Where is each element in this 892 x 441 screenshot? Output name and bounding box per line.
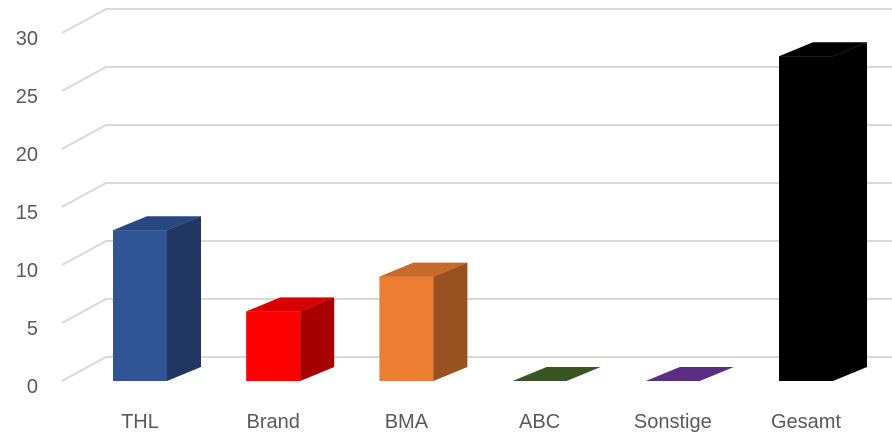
bar-front <box>379 276 434 381</box>
bar-thl <box>113 216 201 381</box>
bar-sonstige <box>645 367 734 381</box>
bar-front <box>113 230 167 381</box>
bar-side <box>433 262 468 381</box>
gridline <box>61 356 892 382</box>
bar-side <box>300 297 335 381</box>
y-tick-label: 10 <box>16 260 38 282</box>
bar-top <box>379 262 468 277</box>
bar-top <box>645 367 734 381</box>
bar-side <box>833 42 867 381</box>
gridline <box>61 8 892 34</box>
y-tick-label: 15 <box>16 202 38 224</box>
y-axis-ticks: 0 5 10 15 20 25 30 <box>16 28 38 398</box>
x-axis-categories: THL Brand BMA ABC Sonstige Gesamt <box>121 411 841 433</box>
gridline <box>61 124 892 150</box>
y-tick-label: 5 <box>27 318 38 340</box>
y-tick-label: 30 <box>16 28 38 50</box>
bar-brand <box>246 297 335 381</box>
x-category-label: BMA <box>385 411 429 433</box>
x-category-label: Sonstige <box>634 411 712 433</box>
x-category-label: Gesamt <box>771 411 841 433</box>
gridline <box>61 182 892 208</box>
bar-top <box>512 367 601 381</box>
gridline <box>61 298 892 324</box>
bar-gesamt <box>779 42 867 381</box>
bar-side <box>167 216 201 381</box>
gridlines <box>61 8 892 382</box>
x-category-label: ABC <box>519 411 560 433</box>
bar-abc <box>512 367 601 381</box>
y-tick-label: 20 <box>16 144 38 166</box>
y-tick-label: 0 <box>27 376 38 398</box>
bars <box>113 42 867 381</box>
x-category-label: THL <box>121 411 159 433</box>
gridline <box>61 240 892 266</box>
bar-front <box>779 56 833 381</box>
x-category-label: Brand <box>247 411 300 433</box>
bar-front <box>246 311 301 381</box>
bar-top <box>113 216 201 231</box>
y-tick-label: 25 <box>16 86 38 108</box>
bar-bma <box>379 262 468 381</box>
gridline <box>61 66 892 92</box>
bar-top <box>779 42 867 57</box>
bar-top <box>246 297 335 312</box>
